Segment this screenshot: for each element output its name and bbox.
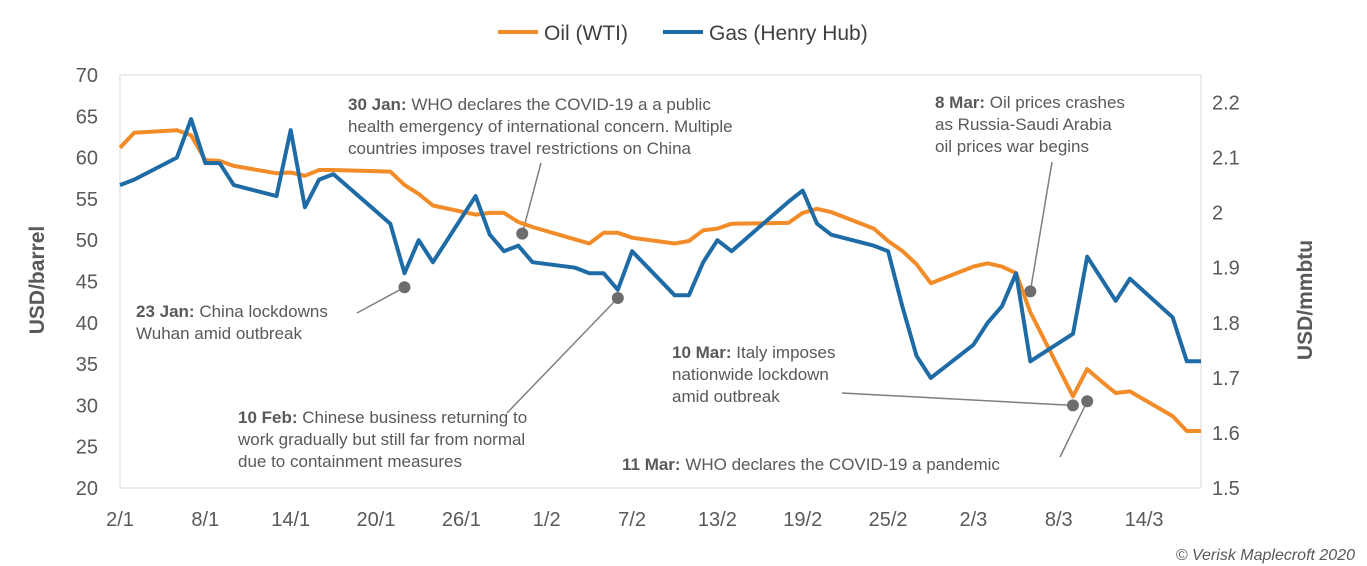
x-axis-tick-labels: 2/1 8/1 14/1 20/1 26/1 1/2 7/2 13/2 19/2 25/2 2/3 8… — [106, 509, 1163, 531]
plot-area-frame — [119, 74, 1202, 489]
x-tick-label: 19/2 — [783, 509, 822, 531]
copyright-text: © Verisk Maplecroft 2020 — [1176, 547, 1355, 564]
annotation-text: 23 Jan: China lockdowns Wuhan amid outbre… — [136, 302, 328, 343]
x-tick-label: 8/1 — [191, 509, 219, 531]
annotation-texts: 30 Jan: WHO declares the COVID-19 a a pu… — [136, 93, 1125, 474]
legend-label: Oil (WTI) — [544, 22, 628, 45]
annotation-leader — [521, 162, 542, 234]
left-tick-label: 20 — [76, 478, 98, 500]
right-axis-label: USD/mmbtu — [1294, 240, 1317, 360]
right-tick-label: 1.7 — [1212, 368, 1240, 390]
annotation-leader — [1029, 161, 1053, 292]
annotation-text: 10 Feb: Chinese business returning to wor… — [237, 408, 527, 471]
legend: Oil (WTI) Gas (Henry Hub) — [498, 22, 868, 45]
left-tick-label: 35 — [76, 354, 98, 376]
left-axis-label: USD/barrel — [26, 226, 49, 335]
plot-border — [119, 74, 1202, 489]
left-tick-label: 50 — [76, 230, 98, 252]
x-tick-label: 26/1 — [442, 509, 481, 531]
annotation-leader — [356, 286, 405, 314]
left-tick-label: 45 — [76, 272, 98, 294]
legend-label: Gas (Henry Hub) — [709, 22, 868, 45]
annotation-leader — [506, 297, 619, 414]
x-tick-label: 7/2 — [618, 509, 646, 531]
right-tick-label: 2 — [1212, 203, 1223, 225]
left-axis-tick-labels: 20 25 30 35 40 45 50 55 60 65 70 — [76, 65, 98, 500]
left-tick-label: 65 — [76, 106, 98, 128]
right-tick-label: 2.1 — [1212, 148, 1240, 170]
x-tick-label: 8/3 — [1045, 509, 1073, 531]
annotation-leader — [841, 392, 1074, 407]
annotation-marker — [516, 227, 529, 240]
x-tick-label: 20/1 — [357, 509, 396, 531]
x-tick-label: 25/2 — [869, 509, 908, 531]
x-tick-label: 1/2 — [533, 509, 561, 531]
annotation-text: 8 Mar: Oil prices crashes as Russia-Saudi… — [935, 93, 1125, 156]
annotation-text: 10 Mar: Italy imposes nationwide lockdown… — [672, 343, 835, 406]
right-tick-label: 2.2 — [1212, 93, 1240, 115]
right-tick-label: 1.5 — [1212, 478, 1240, 500]
left-tick-label: 25 — [76, 437, 98, 459]
x-tick-label: 2/1 — [106, 509, 134, 531]
left-tick-label: 70 — [76, 65, 98, 87]
annotation-marker — [1066, 399, 1079, 412]
series-line — [119, 117, 1201, 380]
annotation-marker — [1081, 395, 1094, 408]
right-tick-label: 1.9 — [1212, 258, 1240, 280]
annotation-marker — [398, 281, 411, 294]
x-tick-label: 13/2 — [698, 509, 737, 531]
x-tick-label: 14/1 — [271, 509, 310, 531]
x-tick-label: 2/3 — [960, 509, 988, 531]
annotation-marker — [611, 292, 624, 305]
left-tick-label: 60 — [76, 148, 98, 170]
annotation-leader — [1059, 400, 1088, 458]
right-tick-label: 1.8 — [1212, 313, 1240, 335]
right-tick-label: 1.6 — [1212, 423, 1240, 445]
series-lines — [118, 117, 1201, 433]
annotation-text: 30 Jan: WHO declares the COVID-19 a a pu… — [348, 95, 733, 158]
annotation-marker — [1024, 285, 1037, 298]
left-tick-label: 30 — [76, 395, 98, 417]
x-tick-label: 14/3 — [1125, 509, 1164, 531]
left-tick-label: 40 — [76, 313, 98, 335]
annotation-text: 11 Mar: WHO declares the COVID-19 a pand… — [622, 455, 1000, 474]
annotation-leader-lines — [356, 161, 1094, 458]
right-axis-tick-labels: 1.5 1.6 1.7 1.8 1.9 2 2.1 2.2 — [1212, 93, 1240, 500]
left-tick-label: 55 — [76, 189, 98, 211]
